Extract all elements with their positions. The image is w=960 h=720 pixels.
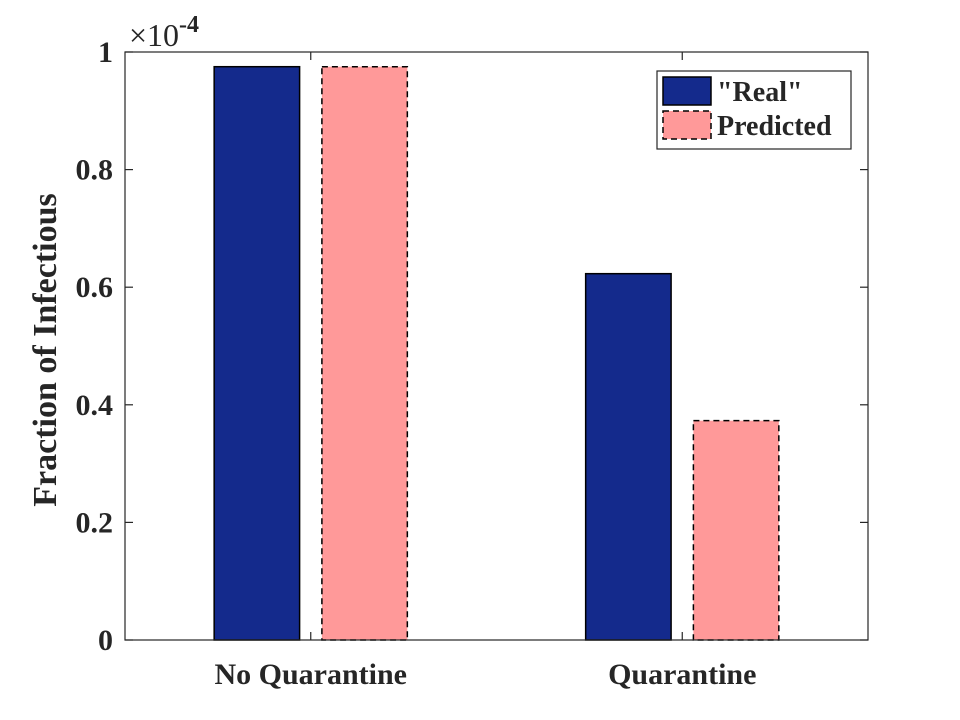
legend-label: "Real" — [717, 77, 803, 108]
y-axis-label: Fraction of Infectious — [27, 193, 64, 507]
y-tick-label: 0.4 — [76, 389, 114, 422]
y-tick-label: 0 — [98, 624, 113, 657]
y-tick-label: 0.8 — [76, 154, 114, 187]
x-tick-label: Quarantine — [608, 658, 756, 691]
axes-layer — [124, 51, 869, 641]
legend: "Real"Predicted — [656, 70, 852, 150]
x-tick-label: No Quarantine — [214, 658, 407, 691]
bar-quarantine-series-1 — [584, 272, 672, 641]
plot-frame — [124, 51, 869, 641]
y-tick-label: 0.2 — [76, 506, 114, 539]
bars-layer — [213, 65, 780, 641]
legend-swatch — [662, 110, 712, 140]
legend-swatch — [662, 76, 712, 106]
bar-no-quarantine-series-1 — [213, 65, 301, 641]
y-axis-exponent-label: ×10-4 — [129, 12, 199, 53]
bar-no-quarantine-series-2 — [321, 65, 409, 641]
ticks-layer: 0 0.2 0.4 0.6 0.8 1 No Quarantine Quarantine — [76, 36, 868, 691]
y-tick-label: 1 — [98, 36, 113, 69]
y-tick-label: 0.6 — [76, 271, 114, 304]
legend-label: Predicted — [717, 111, 832, 142]
bar-quarantine-series-2 — [692, 419, 780, 641]
